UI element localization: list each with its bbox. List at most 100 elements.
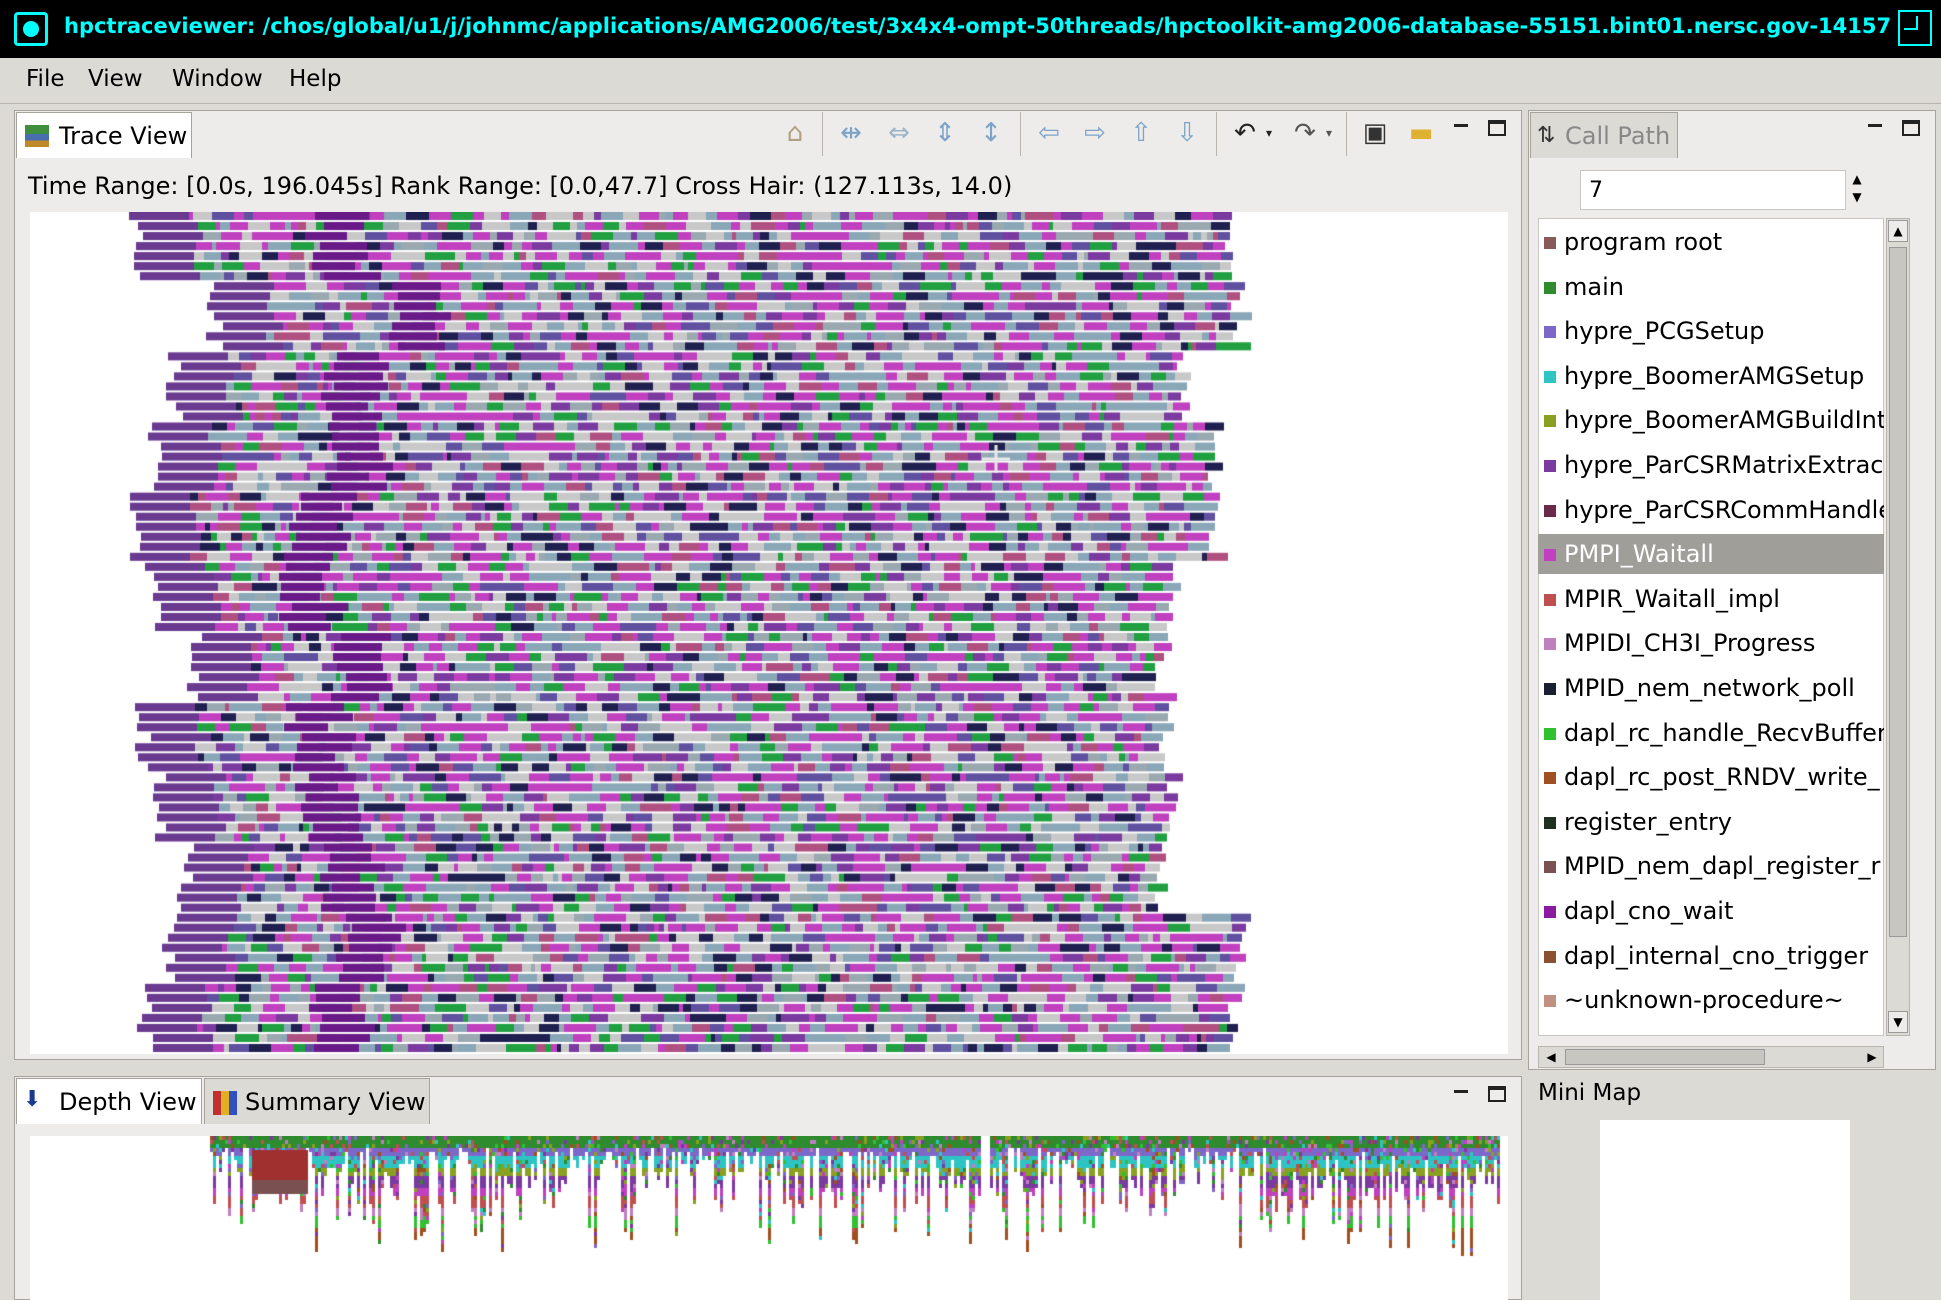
call-path-item-label: hypre_ParCSRMatrixExtrac xyxy=(1564,451,1884,479)
scroll-right-icon[interactable]: ▶ xyxy=(1867,1050,1877,1064)
undo-icon[interactable]: ↶ xyxy=(1234,118,1256,148)
undo-dropdown-icon[interactable]: ▾ xyxy=(1265,126,1273,140)
scroll-left-icon[interactable]: ◀ xyxy=(1546,1050,1556,1064)
call-path-item[interactable]: program root xyxy=(1538,222,1884,262)
call-path-item[interactable]: hypre_BoomerAMGSetup xyxy=(1538,356,1884,396)
shrink-horizontal-icon[interactable]: ⇔ xyxy=(888,118,910,148)
tab-depth-view[interactable]: ⬇ Depth View xyxy=(16,1078,202,1124)
color-swatch xyxy=(1544,370,1556,383)
color-swatch xyxy=(1544,772,1556,785)
scroll-up-icon[interactable]: ▲ xyxy=(1888,220,1908,242)
menu-bar: File View Window Help xyxy=(0,58,1941,104)
call-path-item[interactable]: MPID_nem_dapl_register_r xyxy=(1538,846,1884,886)
color-swatch xyxy=(1544,281,1556,294)
call-path-item-label: ~unknown-procedure~ xyxy=(1564,986,1844,1015)
color-swatch xyxy=(1544,638,1556,651)
call-path-item-label: dapl_rc_post_RNDV_write_ xyxy=(1564,763,1880,792)
minimize-icon[interactable] xyxy=(1452,1084,1470,1100)
call-path-icon: ⇅ xyxy=(1537,123,1556,148)
hscroll-thumb[interactable] xyxy=(1565,1049,1765,1065)
color-swatch xyxy=(1544,816,1556,829)
call-path-item-label: hypre_ParCSRCommHandle xyxy=(1564,495,1884,524)
trace-canvas-drawing[interactable] xyxy=(30,212,1508,1054)
tab-trace-view-label: Trace View xyxy=(59,122,188,150)
minimize-icon[interactable] xyxy=(1452,118,1470,134)
toolbar-separator xyxy=(822,112,823,156)
call-path-item-label: dapl_cno_wait xyxy=(1564,897,1734,925)
call-path-item-label: register_entry xyxy=(1564,807,1733,836)
color-swatch xyxy=(1544,950,1556,963)
arrow-right-icon[interactable]: ⇨ xyxy=(1084,118,1106,148)
redo-icon[interactable]: ↷ xyxy=(1294,118,1316,148)
maximize-icon[interactable] xyxy=(1488,120,1506,136)
call-path-item[interactable]: MPID_nem_network_poll xyxy=(1538,668,1884,708)
call-path-item[interactable]: PMPI_Waitall xyxy=(1538,534,1884,575)
depth-spinner-arrows[interactable]: ▲ ▼ xyxy=(1852,172,1862,204)
menu-view[interactable]: View xyxy=(88,66,143,92)
scroll-thumb[interactable] xyxy=(1889,247,1907,937)
call-path-item-label: hypre_BoomerAMGSetup xyxy=(1564,361,1865,390)
depth-value: 7 xyxy=(1589,178,1603,203)
color-swatch xyxy=(1544,415,1556,428)
mini-map-canvas[interactable] xyxy=(1600,1120,1850,1300)
tab-trace-view[interactable]: Trace View xyxy=(16,112,192,158)
call-path-item[interactable]: dapl_internal_cno_trigger xyxy=(1538,936,1884,976)
menu-file[interactable]: File xyxy=(26,66,65,92)
call-path-item[interactable]: register_entry xyxy=(1538,802,1884,842)
call-path-item[interactable]: MPIR_Waitall_impl xyxy=(1538,579,1884,619)
tab-summary-view[interactable]: Summary View xyxy=(204,1078,430,1124)
maximize-icon[interactable] xyxy=(1488,1086,1506,1102)
call-path-item[interactable]: dapl_rc_handle_RecvBuffer xyxy=(1538,713,1884,753)
maximize-icon[interactable] xyxy=(1902,120,1920,136)
depth-canvas-drawing[interactable] xyxy=(30,1136,1508,1300)
call-path-item[interactable]: main xyxy=(1538,267,1884,307)
tab-call-path[interactable]: ⇅ Call Path xyxy=(1530,112,1678,158)
depth-canvas[interactable] xyxy=(30,1136,1508,1300)
arrow-down-icon[interactable]: ⇩ xyxy=(1176,118,1198,148)
menu-help[interactable]: Help xyxy=(289,66,342,92)
trace-canvas[interactable] xyxy=(30,212,1508,1054)
window-title: hpctraceviewer: /chos/global/u1/j/johnmc… xyxy=(64,14,1892,38)
call-path-item-label: MPID_nem_dapl_register_r xyxy=(1564,852,1881,881)
tab-depth-view-label: Depth View xyxy=(59,1088,197,1116)
menu-window[interactable]: Window xyxy=(172,66,263,92)
color-swatch xyxy=(1544,504,1556,517)
app-icon[interactable] xyxy=(14,12,48,46)
call-path-vscrollbar[interactable]: ▲ ▼ xyxy=(1886,218,1910,1036)
call-path-item[interactable]: hypre_PCGSetup xyxy=(1538,311,1884,351)
depth-spinner-input[interactable]: 7 xyxy=(1580,170,1846,210)
call-path-item[interactable]: MPIDI_CH3I_Progress xyxy=(1538,623,1884,663)
call-path-item[interactable]: ~unknown-procedure~ xyxy=(1538,980,1884,1020)
color-swatch xyxy=(1544,683,1556,695)
call-path-item[interactable]: dapl_rc_post_RNDV_write_ xyxy=(1538,757,1884,797)
arrow-left-icon[interactable]: ⇦ xyxy=(1038,118,1060,148)
shrink-vertical-icon[interactable]: ↕ xyxy=(980,118,1002,148)
color-swatch xyxy=(1544,995,1556,1008)
call-path-item-label: dapl_internal_cno_trigger xyxy=(1564,941,1869,970)
expand-horizontal-icon[interactable]: ⇹ xyxy=(840,118,862,148)
arrow-up-icon[interactable]: ⇧ xyxy=(1130,118,1152,148)
call-path-item[interactable]: hypre_ParCSRCommHandle xyxy=(1538,490,1884,530)
toolbar-separator xyxy=(1346,112,1347,156)
call-path-item-label: hypre_BoomerAMGBuildInt xyxy=(1564,406,1884,435)
trace-view-icon xyxy=(25,125,49,147)
call-path-hscrollbar[interactable]: ◀ ▶ xyxy=(1538,1046,1884,1068)
call-path-item-label: MPID_nem_network_poll xyxy=(1564,674,1855,702)
open-folder-icon[interactable]: ▬ xyxy=(1408,118,1434,148)
color-swatch xyxy=(1544,460,1556,472)
call-path-item-label: program root xyxy=(1564,228,1723,256)
maximize-window-icon[interactable] xyxy=(1898,10,1932,46)
call-path-item[interactable]: hypre_BoomerAMGBuildInt xyxy=(1538,400,1884,440)
home-icon[interactable]: ⌂ xyxy=(786,118,804,148)
minimize-icon[interactable] xyxy=(1866,118,1884,134)
call-path-item[interactable]: dapl_cno_wait xyxy=(1538,891,1884,931)
color-swatch xyxy=(1544,593,1556,606)
scroll-down-icon[interactable]: ▼ xyxy=(1888,1011,1908,1033)
call-path-item-label: main xyxy=(1564,272,1624,301)
expand-vertical-icon[interactable]: ⇕ xyxy=(934,118,956,148)
call-path-item[interactable]: hypre_ParCSRMatrixExtrac xyxy=(1538,445,1884,485)
save-icon[interactable]: ▣ xyxy=(1362,118,1388,148)
color-swatch xyxy=(1544,727,1556,740)
redo-dropdown-icon[interactable]: ▾ xyxy=(1325,126,1333,140)
call-path-item-label: hypre_PCGSetup xyxy=(1564,317,1765,346)
